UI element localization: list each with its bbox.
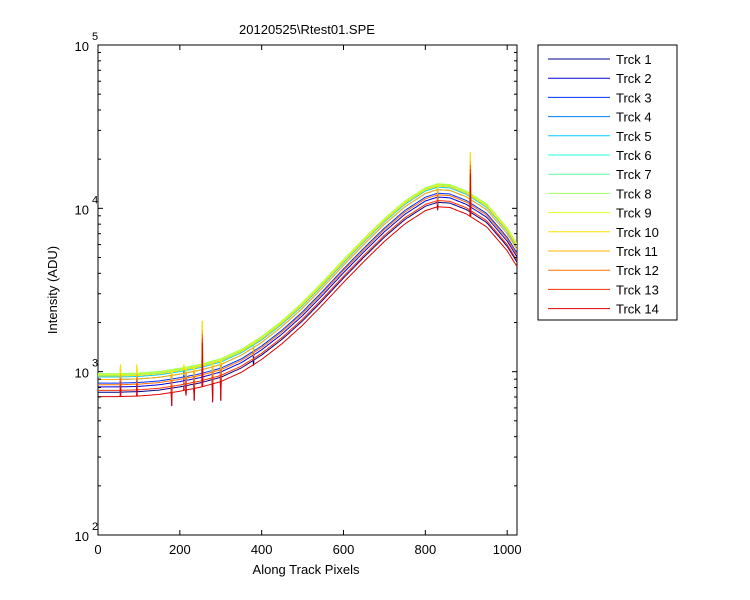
- y-tick-label: 10: [75, 39, 89, 54]
- legend-box: [537, 44, 678, 321]
- x-tick-label: 600: [333, 542, 355, 557]
- chart-title: 20120525\Rtest01.SPE: [239, 22, 375, 37]
- series-line-5: [98, 152, 517, 385]
- series-line-12: [98, 165, 517, 398]
- y-tick-exponent: 5: [92, 31, 98, 43]
- series-line-10: [98, 151, 517, 384]
- legend-label-7: Trck 7: [616, 167, 652, 182]
- x-tick-label: 800: [414, 542, 436, 557]
- legend-label-14: Trck 14: [616, 302, 659, 317]
- legend-label-3: Trck 3: [616, 90, 652, 105]
- series-layer: [98, 151, 517, 407]
- series-line-1: [98, 174, 517, 407]
- x-tick-label: 200: [169, 542, 191, 557]
- legend-label-10: Trck 10: [616, 225, 659, 240]
- legend-label-11: Trck 11: [616, 244, 658, 259]
- series-line-11: [98, 161, 517, 394]
- y-axis-label: Intensity (ADU): [45, 246, 60, 334]
- y-tick-label: 10: [75, 202, 89, 217]
- series-line-14: [98, 173, 517, 406]
- series-line-3: [98, 161, 517, 394]
- legend-label-12: Trck 12: [616, 263, 659, 278]
- legend-label-9: Trck 9: [616, 206, 652, 221]
- y-tick-label: 10: [75, 366, 89, 381]
- series-line-8: [98, 152, 517, 385]
- legend: Trck 1 Trck 2 Trck 3 Trck 4 Trck 5 Trck 6 Trck…: [537, 44, 678, 321]
- x-tick-label: 400: [251, 542, 273, 557]
- series-line-13: [98, 169, 517, 402]
- y-tick-exponent: 2: [92, 521, 98, 533]
- series-line-9: [98, 151, 517, 384]
- y-tick-exponent: 3: [92, 358, 98, 370]
- series-line-2: [98, 167, 517, 400]
- y-tick-label: 10: [75, 529, 89, 544]
- x-tick-label: 1000: [493, 542, 522, 557]
- y-tick-exponent: 4: [92, 194, 98, 206]
- legend-label-13: Trck 13: [616, 282, 659, 297]
- legend-label-5: Trck 5: [616, 129, 652, 144]
- legend-label-4: Trck 4: [616, 110, 652, 125]
- x-axis-label: Along Track Pixels: [253, 562, 360, 577]
- legend-label-2: Trck 2: [616, 71, 652, 86]
- x-tick-label: 0: [94, 542, 101, 557]
- legend-label-8: Trck 8: [616, 186, 652, 201]
- legend-label-1: Trck 1: [616, 52, 652, 67]
- plot-frame: [97, 44, 518, 536]
- legend-label-6: Trck 6: [616, 148, 652, 163]
